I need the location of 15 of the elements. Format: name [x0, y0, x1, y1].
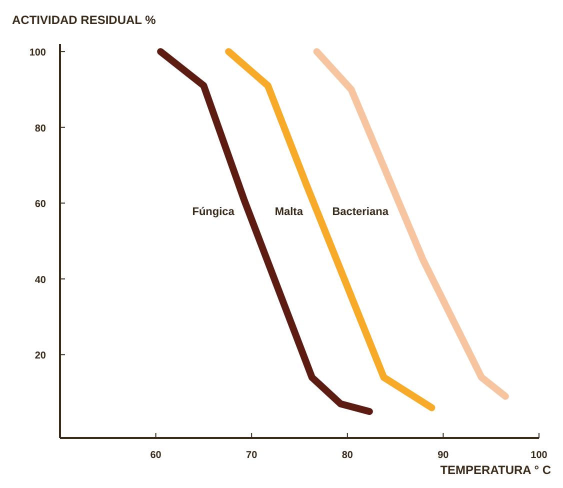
x-tick-label: 80: [342, 450, 354, 461]
series-label: Malta: [274, 206, 304, 218]
y-tick-label: 80: [34, 123, 46, 134]
y-tick-label: 100: [29, 48, 46, 59]
x-axis-title: TEMPERATURA ° C: [440, 463, 552, 477]
x-tick-label: 90: [438, 450, 450, 461]
series-label: Bacteriana: [332, 206, 390, 218]
series-label: Fúngica: [192, 206, 236, 218]
x-tick-label: 70: [246, 450, 258, 461]
y-tick-label: 60: [34, 199, 46, 210]
y-tick-label: 40: [34, 274, 46, 286]
x-tick-label: 60: [150, 450, 162, 461]
y-axis-title: ACTIVIDAD RESIDUAL %: [12, 13, 156, 27]
y-tick-label: 20: [34, 350, 46, 362]
x-tick-label: 100: [530, 450, 548, 461]
